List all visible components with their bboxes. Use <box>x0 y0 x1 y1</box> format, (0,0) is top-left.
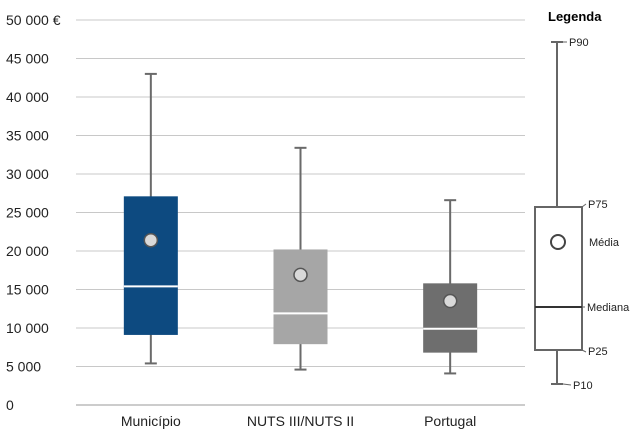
y-tick-label: 50 000 € <box>6 12 61 28</box>
legend-label-media: Média <box>589 237 620 249</box>
y-axis-tick-labels: 0 5 000 10 000 15 000 20 000 25 000 30 000 35 0… <box>6 12 61 413</box>
box-1 <box>123 72 178 365</box>
y-tick-label: 15 000 <box>6 282 49 298</box>
category-label: NUTS III/NUTS II <box>247 413 354 429</box>
y-tick-label: 20 000 <box>6 243 49 259</box>
y-tick-label: 25 000 <box>6 205 49 221</box>
iqr-box <box>423 283 478 353</box>
legend-label-p75: P75 <box>588 199 608 211</box>
legend-p75-pointer <box>581 203 587 208</box>
legend-label-p25: P25 <box>588 346 608 358</box>
mean-marker <box>143 232 159 248</box>
iqr-box <box>123 196 178 335</box>
y-tick-label: 30 000 <box>6 166 49 182</box>
legend-box <box>534 206 583 351</box>
category-label: Portugal <box>424 413 476 429</box>
legend-p25-pointer <box>581 349 587 353</box>
legend-mean-marker <box>550 234 566 250</box>
y-tick-label: 45 000 <box>6 51 49 67</box>
mean-marker <box>442 293 458 309</box>
iqr-box <box>273 249 328 345</box>
box-2 <box>273 146 328 371</box>
box-3 <box>423 199 478 375</box>
y-tick-label: 5 000 <box>6 359 41 375</box>
y-tick-label: 0 <box>6 397 14 413</box>
legend-title: Legenda <box>548 9 602 24</box>
category-labels: Município NUTS III/NUTS II Portugal <box>121 413 476 429</box>
y-tick-label: 10 000 <box>6 320 49 336</box>
legend: Legenda P90 P75 Média Mediana P25 P10 <box>534 9 630 392</box>
legend-label-p10: P10 <box>573 380 593 392</box>
legend-label-p90: P90 <box>569 37 589 49</box>
y-tick-label: 40 000 <box>6 89 49 105</box>
y-tick-label: 35 000 <box>6 128 49 144</box>
mean-marker <box>293 267 308 283</box>
boxes <box>123 72 478 375</box>
category-label: Município <box>121 413 181 429</box>
legend-p10-pointer <box>562 383 572 386</box>
legend-label-mediana: Mediana <box>587 302 630 314</box>
